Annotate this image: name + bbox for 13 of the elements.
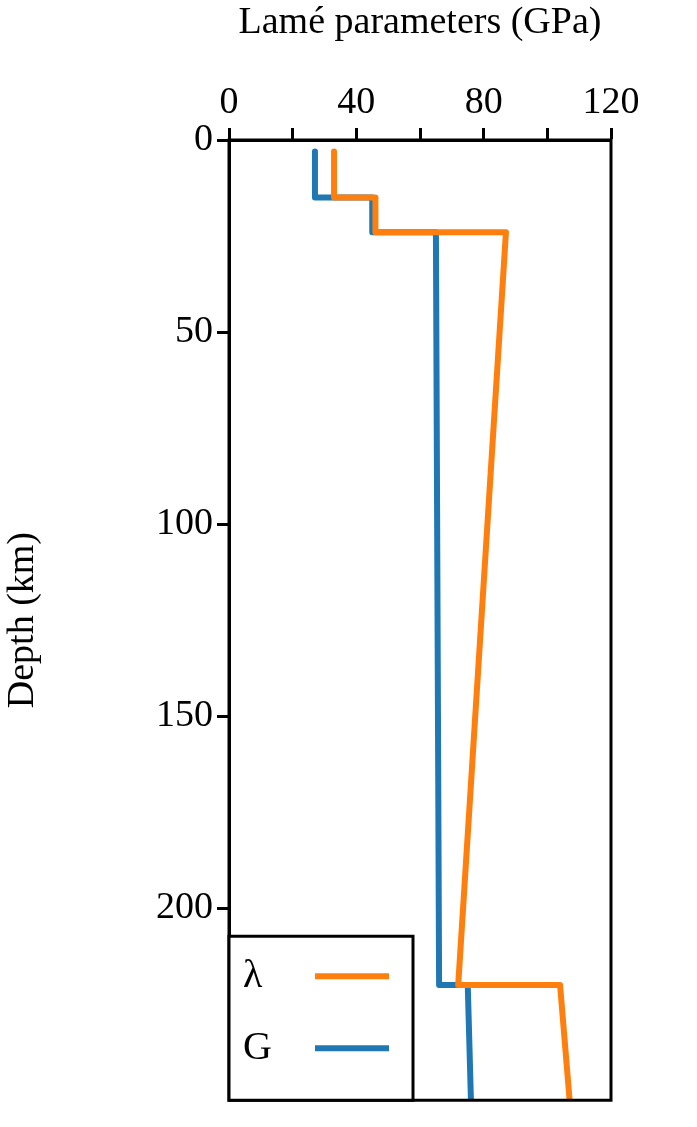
x-tick-label: 80 (464, 79, 503, 122)
y-tick-label: 100 (156, 500, 213, 543)
x-axis-title: Lamé parameters (GPa) (238, 0, 602, 42)
x-tick-label: 40 (337, 79, 376, 122)
y-tick-label: 150 (156, 692, 213, 735)
y-tick-label: 0 (194, 115, 213, 158)
y-axis-title: Depth (km) (0, 531, 42, 709)
x-tick-label: 120 (582, 79, 640, 122)
legend-label: λ (243, 950, 263, 996)
x-tick-label: 0 (219, 79, 239, 122)
legend-label: G (243, 1022, 272, 1068)
y-tick-label: 50 (175, 308, 213, 351)
y-tick-label: 200 (156, 884, 213, 927)
